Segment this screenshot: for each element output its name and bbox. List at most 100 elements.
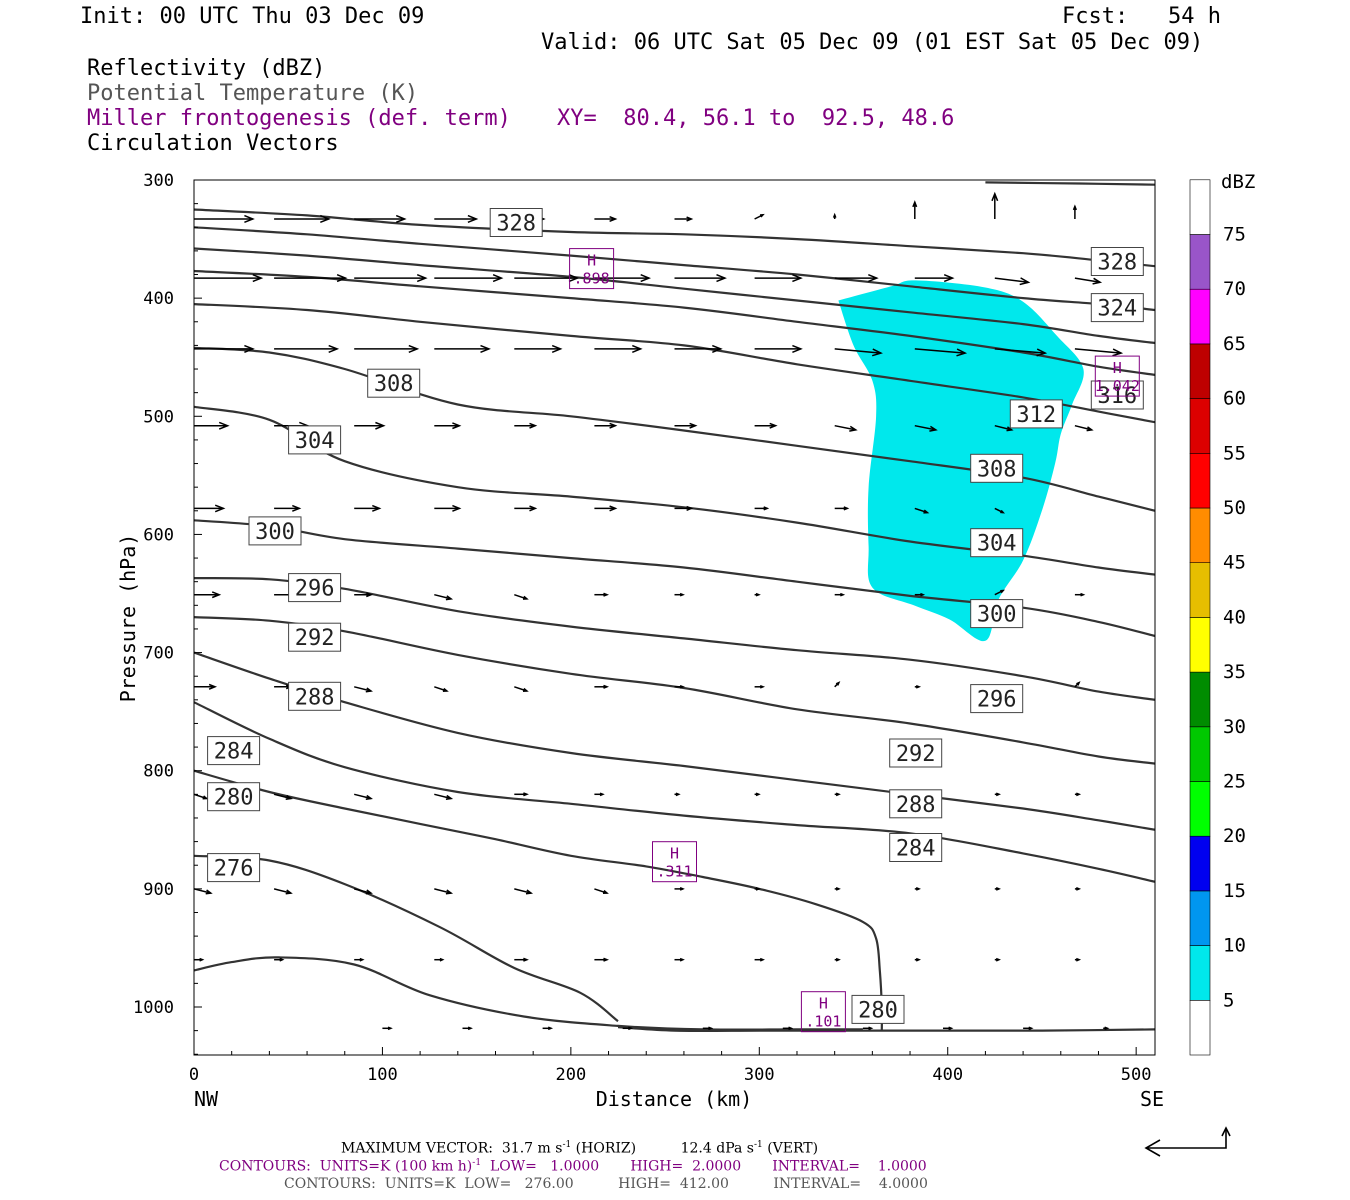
circulation-vector bbox=[1103, 1026, 1110, 1031]
contours1-exp: -1 bbox=[472, 1158, 482, 1168]
max-vector-label: MAXIMUM VECTOR: bbox=[341, 1140, 493, 1157]
circulation-vector bbox=[754, 592, 761, 597]
y-tick-label: 500 bbox=[143, 407, 174, 427]
circulation-vector bbox=[994, 589, 1006, 596]
theta-contour-320 bbox=[194, 247, 1155, 345]
circulation-vector bbox=[514, 274, 580, 283]
circulation-vector bbox=[943, 1026, 954, 1031]
x-tick-label: 100 bbox=[367, 1065, 398, 1085]
reference-vector-icon bbox=[1144, 1126, 1231, 1157]
theta-label-box bbox=[970, 528, 1024, 558]
circulation-vector bbox=[914, 592, 926, 597]
colorbar-label: 70 bbox=[1223, 278, 1246, 300]
theta-label-box bbox=[207, 853, 261, 883]
circulation-vector bbox=[1074, 424, 1094, 432]
contours1-units: CONTOURS: UNITS=K (100 km h) bbox=[219, 1158, 473, 1175]
x-tick-label: 200 bbox=[556, 1065, 587, 1085]
theta-label: 308 bbox=[977, 457, 1017, 482]
theta-label-box bbox=[1090, 380, 1144, 410]
circulation-vector bbox=[914, 348, 968, 357]
circulation-vector bbox=[194, 421, 230, 430]
circulation-vector bbox=[514, 422, 538, 429]
circulation-vector bbox=[542, 1026, 554, 1031]
circulation-vector bbox=[782, 1026, 794, 1031]
contours1-range: LOW= 1.0000 HIGH= 2.0000 INTERVAL= 1.000… bbox=[481, 1158, 927, 1175]
circulation-vector bbox=[754, 887, 761, 891]
forecast-hour: Fcst: 54 h bbox=[1062, 4, 1221, 29]
colorbar-swatch bbox=[1189, 452, 1211, 509]
circulation-vector bbox=[914, 887, 921, 891]
valid-time: Valid: 06 UTC Sat 05 Dec 09 (01 EST Sat … bbox=[541, 30, 1204, 55]
circulation-vector bbox=[434, 344, 491, 353]
y-tick-label: 800 bbox=[143, 762, 174, 782]
theta-label: 276 bbox=[214, 857, 254, 882]
circulation-vector bbox=[273, 793, 293, 800]
theta-label-box bbox=[970, 453, 1024, 483]
reflectivity-region bbox=[838, 280, 1084, 642]
colorbar-swatch bbox=[1189, 617, 1211, 673]
circulation-vector bbox=[462, 1026, 473, 1031]
circulation-vector bbox=[834, 887, 841, 891]
theta-label-box bbox=[288, 425, 342, 455]
circulation-vector bbox=[194, 793, 209, 800]
theta-label-box bbox=[970, 684, 1024, 714]
circulation-vector bbox=[354, 421, 386, 430]
theta-label: 284 bbox=[214, 740, 254, 765]
circulation-vector bbox=[434, 274, 504, 283]
theta-label-box bbox=[889, 833, 943, 862]
frontogenesis-high-label: H bbox=[819, 995, 828, 1013]
circulation-vector bbox=[434, 888, 454, 895]
circulation-vector bbox=[834, 424, 858, 432]
colorbar-swatch bbox=[1189, 234, 1211, 290]
circulation-vector bbox=[273, 888, 293, 895]
circulation-vector bbox=[862, 1026, 874, 1031]
plot-frame bbox=[193, 179, 1156, 1056]
circulation-vector bbox=[594, 422, 618, 429]
colorbar-swatch bbox=[1189, 781, 1211, 837]
theta-label: 304 bbox=[977, 532, 1017, 557]
theta-contour-280 bbox=[194, 854, 619, 1023]
circulation-vector bbox=[834, 592, 846, 597]
theta-label: 284 bbox=[896, 837, 936, 862]
circulation-vector bbox=[594, 888, 609, 895]
theta-label-box bbox=[1090, 247, 1144, 276]
y-tick-label: 600 bbox=[143, 525, 174, 545]
theta-contour-324 bbox=[194, 226, 1155, 312]
circulation-vector bbox=[674, 505, 694, 511]
colorbar-swatch bbox=[1189, 343, 1211, 399]
circulation-vector bbox=[382, 1026, 393, 1031]
circulation-vector bbox=[834, 506, 850, 511]
circulation-vector bbox=[594, 792, 605, 797]
theta-label: 324 bbox=[1097, 297, 1137, 322]
circulation-vector bbox=[514, 505, 538, 512]
frontogenesis-high-label: H bbox=[1113, 359, 1122, 377]
circulation-vector bbox=[594, 592, 610, 597]
circulation-vector bbox=[354, 214, 407, 223]
theta-label-box bbox=[1009, 399, 1063, 429]
circulation-vector bbox=[754, 792, 761, 797]
x-tick-label: 0 bbox=[189, 1065, 199, 1085]
colorbar-swatch bbox=[1189, 890, 1211, 946]
x-tick-label: 500 bbox=[1121, 1065, 1152, 1085]
max-vector-horiz-unit: (HORIZ) bbox=[575, 1140, 637, 1157]
circulation-vector bbox=[674, 685, 685, 689]
field-potential-temperature: Potential Temperature (K) bbox=[87, 81, 419, 106]
circulation-vector bbox=[832, 212, 837, 219]
circulation-vector bbox=[754, 685, 766, 689]
circulation-vector bbox=[514, 888, 534, 895]
theta-label-box bbox=[970, 599, 1024, 629]
circulation-vector bbox=[1074, 277, 1103, 285]
circulation-vector bbox=[1074, 348, 1124, 357]
circulation-vector bbox=[434, 686, 449, 693]
theta-label-box bbox=[207, 782, 261, 812]
theta-label: 288 bbox=[896, 793, 936, 818]
field-frontogenesis: Miller frontogenesis (def. term) bbox=[87, 106, 511, 131]
circulation-vector bbox=[674, 887, 685, 891]
circulation-vector bbox=[194, 274, 264, 283]
circulation-vector bbox=[274, 274, 348, 283]
circulation-vector bbox=[834, 348, 883, 357]
field-circulation-vectors: Circulation Vectors bbox=[87, 131, 339, 156]
circulation-vector bbox=[274, 504, 302, 512]
circulation-vector bbox=[754, 422, 778, 429]
circulation-vector bbox=[754, 274, 803, 283]
